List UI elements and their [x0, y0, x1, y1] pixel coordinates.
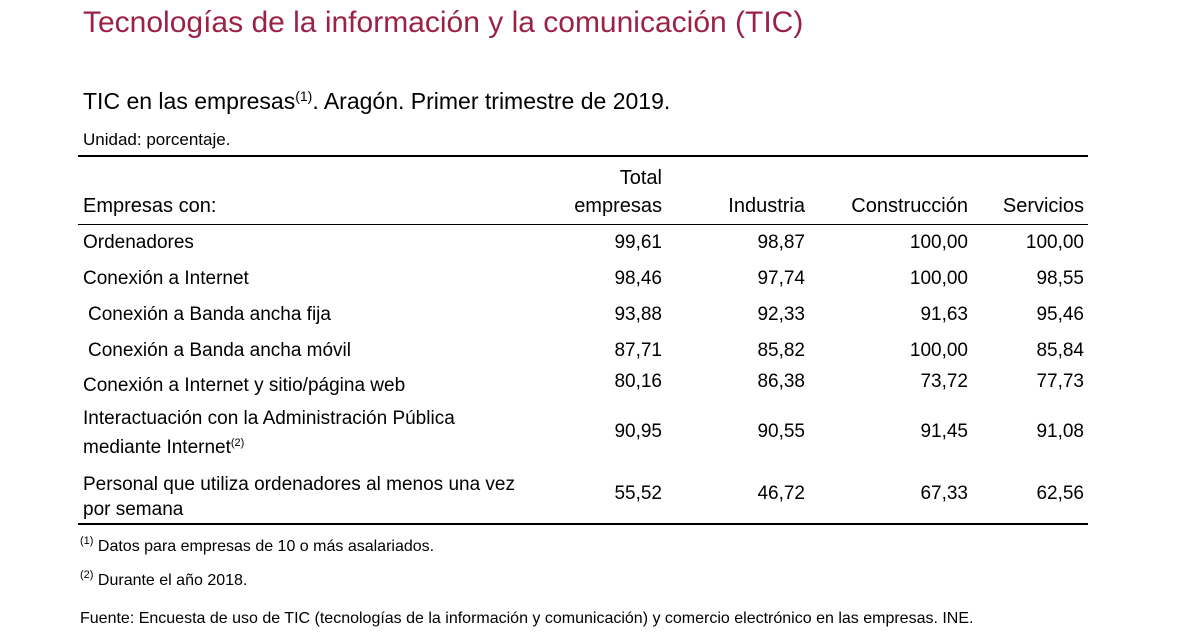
row-label-ordenadores: Ordenadores	[83, 232, 194, 253]
row-label-note-ref: (2)	[230, 437, 245, 449]
source-note: Fuente: Encuesta de uso de TIC (tecnolog…	[80, 610, 974, 627]
table-cell: 80,16	[614, 371, 662, 392]
table-bottom-rule	[78, 523, 1088, 525]
table-cell: 100,00	[909, 268, 968, 289]
table-header-rule	[78, 224, 1088, 225]
page-title: Tecnologías de la información y la comun…	[83, 6, 804, 39]
table-cell: 85,82	[757, 340, 805, 361]
column-header-construccion: Construcción	[851, 195, 968, 217]
table-cell: 62,56	[1036, 483, 1084, 504]
table-cell: 100,00	[909, 232, 968, 253]
table-cell: 100,00	[1025, 232, 1084, 253]
column-header-total-line1: Total	[619, 167, 662, 189]
row-label-conexion-internet: Conexión a Internet	[83, 268, 249, 289]
row-label-administracion-line1: Interactuación con la Administración Púb…	[83, 408, 455, 429]
column-header-total-line2: empresas	[574, 195, 662, 217]
footnote-1-text: Datos para empresas de 10 o más asalaria…	[97, 538, 435, 555]
row-label-administracion-text: mediante Internet	[83, 437, 231, 458]
table-cell: 73,72	[920, 371, 968, 392]
footnote-1-ref: (1)	[80, 535, 94, 547]
table-subtitle: TIC en las empresas(1). Aragón. Primer t…	[83, 88, 670, 115]
table-cell: 98,87	[757, 232, 805, 253]
table-cell: 91,45	[920, 421, 968, 442]
table-cell: 86,38	[757, 371, 805, 392]
unit-label: Unidad: porcentaje.	[83, 130, 231, 149]
subtitle-text: TIC en las empresas	[83, 88, 296, 114]
table-cell: 92,33	[757, 304, 805, 325]
row-label-personal-line2: por semana	[83, 499, 184, 520]
row-header-label: Empresas con:	[83, 195, 217, 217]
table-cell: 99,61	[614, 232, 662, 253]
column-header-servicios: Servicios	[1002, 195, 1084, 217]
table-cell: 98,55	[1036, 268, 1084, 289]
table-cell: 77,73	[1036, 371, 1084, 392]
table-cell: 97,74	[757, 268, 805, 289]
table-cell: 85,84	[1036, 340, 1084, 361]
table-cell: 95,46	[1036, 304, 1084, 325]
table-cell: 55,52	[614, 483, 662, 504]
table-cell: 90,95	[614, 421, 662, 442]
subtitle-rest: . Aragón. Primer trimestre de 2019.	[312, 88, 671, 114]
row-label-personal-line1: Personal que utiliza ordenadores al meno…	[83, 474, 515, 495]
footnote-2-text: Durante el año 2018.	[97, 572, 248, 589]
row-label-sitio-web: Conexión a Internet y sitio/página web	[83, 375, 406, 396]
table-cell: 67,33	[920, 483, 968, 504]
table-cell: 46,72	[757, 483, 805, 504]
table-cell: 91,08	[1036, 421, 1084, 442]
table-cell: 100,00	[909, 340, 968, 361]
footnote-2: (2) Durante el año 2018.	[80, 569, 248, 590]
footnote-1: (1) Datos para empresas de 10 o más asal…	[80, 535, 435, 556]
table-cell: 93,88	[614, 304, 662, 325]
table-cell: 87,71	[614, 340, 662, 361]
row-label-banda-ancha-movil: Conexión a Banda ancha móvil	[88, 340, 352, 361]
table-cell: 90,55	[757, 421, 805, 442]
row-label-administracion-line2: mediante Internet(2)	[83, 437, 244, 459]
table-cell: 98,46	[614, 268, 662, 289]
subtitle-note-ref: (1)	[295, 88, 313, 104]
table-cell: 91,63	[920, 304, 968, 325]
row-label-banda-ancha-fija: Conexión a Banda ancha fija	[88, 304, 331, 325]
table-top-rule	[78, 155, 1088, 157]
column-header-industria: Industria	[728, 195, 805, 217]
footnote-2-ref: (2)	[80, 569, 94, 581]
